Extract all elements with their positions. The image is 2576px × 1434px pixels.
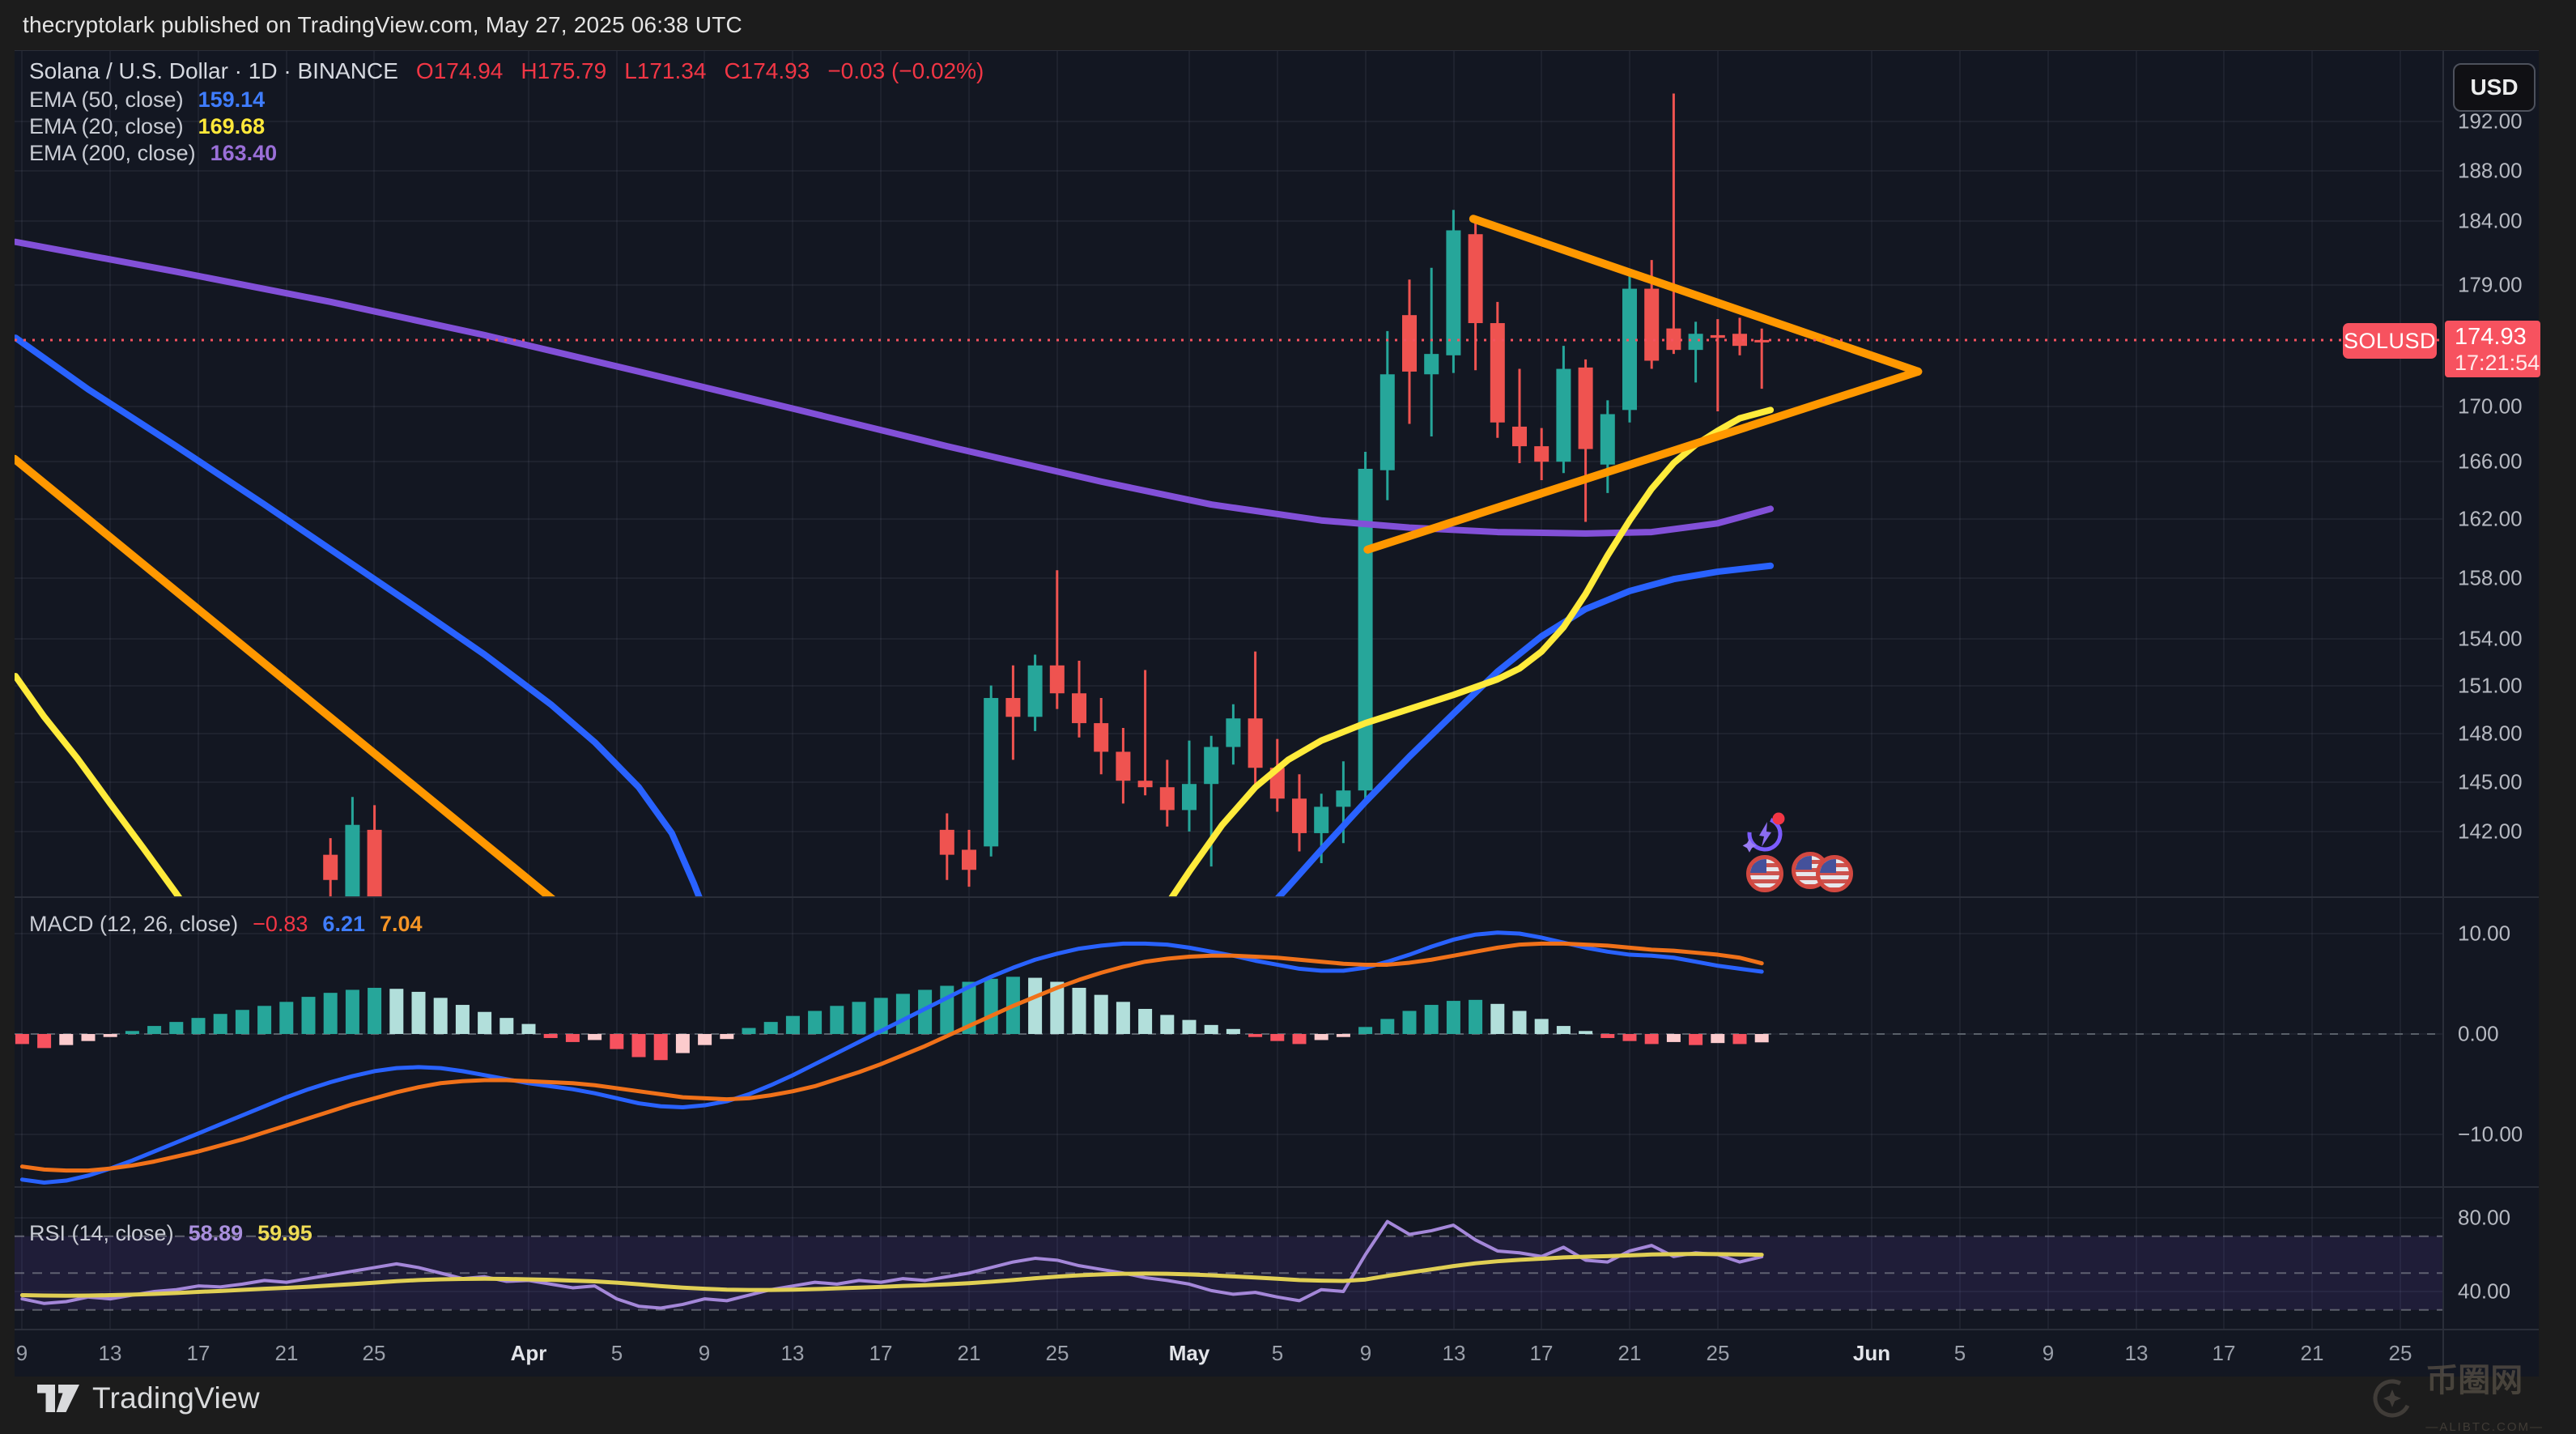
axis-price-label: 158.00 xyxy=(2458,565,2523,590)
time-axis-day-label: 13 xyxy=(2124,1341,2149,1365)
attribution-bar: thecryptolark published on TradingView.c… xyxy=(0,0,2576,50)
ohlc-high: H175.79 xyxy=(521,58,607,83)
macd-legend[interactable]: MACD (12, 26, close) −0.83 6.21 7.04 xyxy=(29,912,423,937)
time-axis-day-label: 9 xyxy=(2042,1341,2055,1365)
price-panel xyxy=(15,93,2443,897)
macd-label: MACD (12, 26, close) xyxy=(29,912,239,936)
ema20-legend[interactable]: EMA (20, close) 169.68 xyxy=(29,114,265,139)
axis-price-label: 184.00 xyxy=(2458,208,2523,233)
ohlc-close: C174.93 xyxy=(724,58,810,83)
ohlc-change: −0.03 (−0.02%) xyxy=(827,58,984,83)
axis-price-label: −10.00 xyxy=(2458,1121,2523,1147)
chart-background xyxy=(15,50,2539,1377)
ema50-legend[interactable]: EMA (50, close) 159.14 xyxy=(29,87,265,113)
axis-price-label: 40.00 xyxy=(2458,1279,2511,1304)
time-axis-month-label: Apr xyxy=(510,1341,547,1365)
time-axis-day-label: 21 xyxy=(274,1341,299,1365)
ohlc-open: O174.94 xyxy=(415,58,504,83)
time-axis-month-label: May xyxy=(1168,1341,1210,1365)
rsi-legend[interactable]: RSI (14, close) 58.89 59.95 xyxy=(29,1221,312,1246)
ohlc-low: L171.34 xyxy=(624,58,707,83)
lightning-icon xyxy=(1759,822,1771,847)
axis-price-label: 179.00 xyxy=(2458,272,2523,297)
time-axis-day-label: 17 xyxy=(1529,1341,1554,1365)
axis-price-label: 192.00 xyxy=(2458,109,2523,134)
axis-price-label: 162.00 xyxy=(2458,506,2523,531)
watermark-subtitle: —ALIBTC.COM— xyxy=(2425,1419,2544,1434)
watermark-title: 币圈网 xyxy=(2425,1362,2523,1398)
us-economic-event-icon[interactable] xyxy=(1746,855,1783,892)
tradingview-brand[interactable]: TradingView xyxy=(37,1381,260,1415)
site-watermark: 币圈网 —ALIBTC.COM— xyxy=(2370,1364,2544,1433)
pane-separators xyxy=(15,49,2539,1377)
time-axis-day-label: 25 xyxy=(362,1341,386,1365)
time-axis-day-label: 21 xyxy=(2300,1341,2324,1365)
attribution-text: thecryptolark published on TradingView.c… xyxy=(23,12,742,37)
axis-price-label: 148.00 xyxy=(2458,721,2523,746)
macd-line-value: 6.21 xyxy=(322,912,365,936)
time-axis-day-label: 5 xyxy=(1953,1341,1966,1365)
ema20-label: EMA (20, close) xyxy=(29,114,184,138)
time-axis-month-label: Jun xyxy=(1852,1341,1891,1365)
bar-countdown: 17:21:54 xyxy=(2455,350,2540,375)
macd-signal-value: 7.04 xyxy=(379,912,423,936)
currency-toggle-button[interactable]: USD xyxy=(2453,63,2536,112)
grid-lines xyxy=(15,51,2443,1329)
axis-price-label: 151.00 xyxy=(2458,673,2523,698)
ema200-label: EMA (200, close) xyxy=(29,141,196,165)
macd-hist-value: −0.83 xyxy=(253,912,308,936)
time-axis-day-label: 13 xyxy=(780,1341,805,1365)
time-axis-day-label: 5 xyxy=(610,1341,623,1365)
candles-layer xyxy=(323,93,1770,897)
ema200-legend[interactable]: EMA (200, close) 163.40 xyxy=(29,141,277,166)
time-axis-day-label: 17 xyxy=(2212,1341,2236,1365)
rsi-ma-value: 59.95 xyxy=(257,1221,312,1245)
last-price-axis-badge: 174.93 17:21:54 xyxy=(2445,321,2540,377)
time-axis-day-label: 13 xyxy=(1442,1341,1466,1365)
axis-price-label: 142.00 xyxy=(2458,819,2523,844)
axis-price-label: 188.00 xyxy=(2458,158,2523,183)
axis-price-label: 80.00 xyxy=(2458,1205,2511,1230)
time-axis-day-label: 25 xyxy=(1045,1341,1069,1365)
sparkle-icon xyxy=(1742,839,1757,853)
time-axis-day-label: 17 xyxy=(869,1341,893,1365)
time-axis-day-label: 9 xyxy=(1359,1341,1372,1365)
axis-price-label: 166.00 xyxy=(2458,449,2523,474)
time-axis-day-label: 9 xyxy=(15,1341,28,1365)
axis-price-label: 154.00 xyxy=(2458,626,2523,651)
ema50-value: 159.14 xyxy=(198,87,266,112)
ema20-value: 169.68 xyxy=(198,114,266,138)
time-axis-day-label: 9 xyxy=(698,1341,711,1365)
time-axis-day-label: 21 xyxy=(957,1341,981,1365)
macd-panel xyxy=(15,930,2443,1185)
axis-price-label: 10.00 xyxy=(2458,921,2511,946)
time-axis-day-label: 25 xyxy=(2388,1341,2412,1365)
axis-price-label: 145.00 xyxy=(2458,769,2523,794)
last-price: 174.93 xyxy=(2455,323,2527,350)
us-economic-event-icon[interactable] xyxy=(1816,855,1853,892)
footer-bar: TradingView 币圈网 —ALIBTC.COM— xyxy=(0,1364,2576,1433)
time-axis-day-label: 25 xyxy=(1706,1341,1730,1365)
time-axis-day-label: 21 xyxy=(1617,1341,1642,1365)
tradingview-logo-icon xyxy=(37,1385,79,1412)
watermark-logo-icon xyxy=(2373,1379,2412,1418)
ai-event-icon[interactable] xyxy=(1741,808,1789,857)
time-axis-day-label: 13 xyxy=(98,1341,122,1365)
rsi-label: RSI (14, close) xyxy=(29,1221,174,1245)
rsi-panel xyxy=(15,1219,2443,1311)
ema200-value: 163.40 xyxy=(210,141,278,165)
symbol-price-label: SOLUSD xyxy=(2343,323,2437,359)
symbol-legend[interactable]: Solana / U.S. Dollar · 1D · BINANCE O174… xyxy=(29,58,984,84)
ema50-label: EMA (50, close) xyxy=(29,87,184,112)
axis-price-label: 0.00 xyxy=(2458,1021,2499,1046)
event-alert-dot xyxy=(1772,812,1785,825)
axis-price-label: 170.00 xyxy=(2458,394,2523,419)
time-axis-day-label: 17 xyxy=(186,1341,210,1365)
symbol-title: Solana / U.S. Dollar · 1D · BINANCE xyxy=(29,58,398,83)
time-axis-day-label: 5 xyxy=(1271,1341,1284,1365)
rsi-line-value: 58.89 xyxy=(188,1221,244,1245)
brand-name: TradingView xyxy=(92,1381,260,1415)
